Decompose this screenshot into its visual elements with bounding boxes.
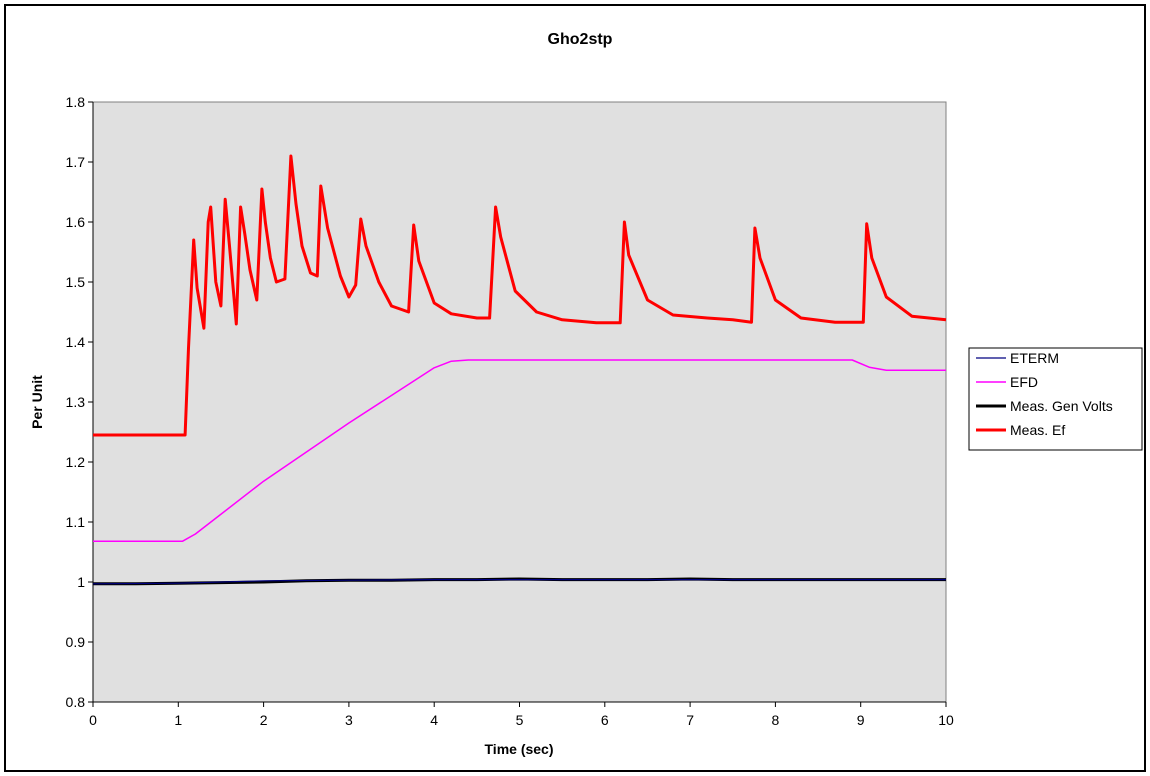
x-tick-label: 3 bbox=[345, 712, 353, 728]
x-tick-label: 8 bbox=[772, 712, 780, 728]
legend-box bbox=[968, 347, 1143, 451]
x-tick-label: 5 bbox=[516, 712, 524, 728]
chart-title: Gho2stp bbox=[548, 31, 613, 48]
series-line-efd bbox=[93, 359, 946, 542]
x-tick-label: 1 bbox=[174, 712, 182, 728]
series-line-meas-ef bbox=[93, 154, 947, 437]
x-axis: 0 1 2 3 4 5 6 7 8 9 10 bbox=[89, 701, 954, 728]
x-tick-label: 10 bbox=[938, 712, 954, 728]
series-layer bbox=[92, 154, 947, 586]
legend-label: ETERM bbox=[1010, 350, 1059, 366]
y-tick-label: 1.5 bbox=[66, 274, 86, 290]
series-line-eterm bbox=[92, 578, 946, 585]
y-tick-label: 1.8 bbox=[66, 94, 86, 110]
legend-label: Meas. Gen Volts bbox=[1010, 398, 1113, 414]
x-tick-label: 7 bbox=[686, 712, 694, 728]
x-tick-label: 2 bbox=[260, 712, 268, 728]
x-tick-label: 6 bbox=[601, 712, 609, 728]
y-tick-label: 0.9 bbox=[66, 634, 86, 650]
legend-label: Meas. Ef bbox=[1010, 422, 1065, 438]
y-tick-label: 1.7 bbox=[66, 154, 86, 170]
y-tick-label: 0.8 bbox=[66, 694, 86, 710]
x-tick-label: 9 bbox=[857, 712, 865, 728]
legend: ETERM EFD Meas. Gen Volts Meas. Ef bbox=[968, 347, 1143, 451]
y-axis: 0.8 0.9 1 1.1 1.2 1.3 1.4 1.5 1.6 1.7 1.8 bbox=[66, 94, 94, 710]
chart-frame: Gho2stp 0 1 2 3 4 5 6 7 8 9 10 0.8 0.9 1 1.1 1.2 1.3 1.4… bbox=[4, 4, 1146, 772]
y-tick-label: 1.1 bbox=[66, 514, 86, 530]
y-tick-label: 1 bbox=[77, 574, 85, 590]
y-tick-label: 1.4 bbox=[66, 334, 86, 350]
x-tick-label: 0 bbox=[89, 712, 97, 728]
x-tick-label: 4 bbox=[430, 712, 438, 728]
y-tick-label: 1.3 bbox=[66, 394, 86, 410]
y-tick-label: 1.2 bbox=[66, 454, 86, 470]
chart-svg: Gho2stp 0 1 2 3 4 5 6 7 8 9 10 0.8 0.9 1 1.1 1.2 1.3 1.4… bbox=[29, 31, 1143, 757]
y-axis-title: Per Unit bbox=[29, 375, 45, 429]
plot-area bbox=[92, 101, 947, 703]
x-axis-title: Time (sec) bbox=[485, 741, 554, 757]
legend-label: EFD bbox=[1010, 374, 1038, 390]
y-tick-label: 1.6 bbox=[66, 214, 86, 230]
